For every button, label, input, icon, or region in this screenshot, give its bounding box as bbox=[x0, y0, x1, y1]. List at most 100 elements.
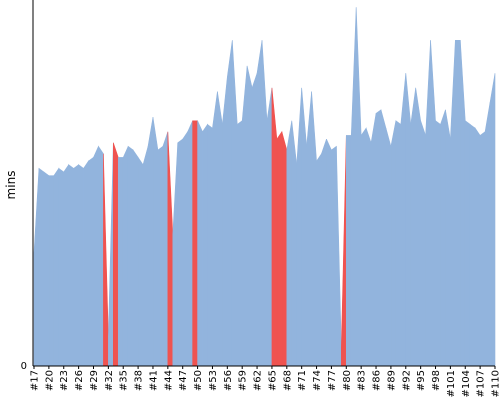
area-segment-flagged bbox=[167, 131, 174, 367]
area-segment bbox=[182, 130, 188, 367]
y-axis-label: mins bbox=[4, 171, 18, 200]
area-segment bbox=[88, 156, 94, 367]
area-segment bbox=[365, 128, 372, 367]
area-segment bbox=[296, 87, 302, 367]
area-segment-flagged bbox=[276, 130, 283, 367]
area-segment bbox=[93, 146, 99, 367]
x-tick-label: #101 bbox=[446, 370, 457, 397]
area-segment bbox=[331, 145, 337, 367]
area-segment bbox=[291, 120, 298, 367]
x-tick-label: #53 bbox=[208, 370, 219, 391]
area-segment bbox=[450, 40, 456, 367]
area-segment bbox=[484, 102, 491, 367]
area-segment bbox=[385, 128, 392, 367]
area-segment bbox=[375, 109, 382, 367]
area-segment bbox=[172, 142, 179, 367]
area-segment-flagged bbox=[281, 131, 288, 367]
area-segment bbox=[251, 73, 258, 367]
x-tick-label: #29 bbox=[89, 370, 100, 391]
x-tick-label: #83 bbox=[357, 370, 368, 391]
area-segment bbox=[202, 123, 208, 367]
area-segment bbox=[420, 120, 426, 367]
area-segment bbox=[370, 113, 377, 367]
area-segment bbox=[207, 123, 213, 367]
area-segment bbox=[410, 87, 416, 367]
area-segment bbox=[469, 123, 476, 367]
area-segment bbox=[108, 142, 114, 367]
x-tick-label: #26 bbox=[74, 370, 85, 391]
area-segment bbox=[415, 87, 421, 367]
area-segment bbox=[241, 65, 248, 367]
x-tick-label: #80 bbox=[342, 370, 353, 391]
x-tick-label: #35 bbox=[119, 370, 130, 391]
area-segment bbox=[98, 145, 104, 367]
area-segment-flagged bbox=[113, 142, 119, 367]
area-segment bbox=[38, 167, 45, 367]
x-tick-label: #50 bbox=[193, 370, 204, 391]
area-segment bbox=[187, 120, 193, 367]
x-tick-label: #59 bbox=[238, 370, 249, 391]
area-segment bbox=[390, 120, 397, 367]
x-tick-label: #110 bbox=[491, 370, 500, 397]
area-segment bbox=[48, 175, 55, 367]
area-segment-flagged bbox=[341, 135, 347, 367]
area-segment bbox=[127, 145, 134, 367]
x-tick-label: #41 bbox=[148, 370, 159, 391]
area-segment bbox=[83, 160, 89, 367]
area-segment bbox=[455, 39, 461, 367]
area-segment bbox=[256, 40, 263, 367]
area-segment bbox=[137, 156, 144, 367]
x-tick-label: #86 bbox=[372, 370, 383, 391]
area-segment bbox=[246, 65, 253, 367]
area-segment bbox=[321, 138, 327, 367]
area-segment bbox=[350, 7, 357, 367]
area-segment bbox=[197, 120, 203, 367]
y-tick-label-0: 0 bbox=[21, 361, 27, 372]
x-tick-label: #62 bbox=[253, 370, 264, 391]
area-segment-flagged bbox=[103, 153, 109, 367]
area-segment bbox=[474, 127, 481, 367]
x-tick-label: #23 bbox=[59, 370, 70, 391]
area-segment bbox=[445, 109, 451, 367]
area-segment bbox=[53, 167, 60, 367]
area-segment bbox=[132, 149, 139, 367]
area-segment bbox=[152, 117, 159, 367]
x-tick-label: #68 bbox=[282, 370, 293, 391]
area-segment bbox=[43, 171, 50, 367]
area-segment bbox=[301, 87, 307, 367]
area-segment bbox=[142, 146, 149, 367]
x-tick-label: #44 bbox=[163, 370, 174, 391]
x-tick-label: #92 bbox=[401, 370, 412, 391]
area-segment bbox=[147, 117, 154, 367]
x-tick-labels: #17 #20 #23 #26 #29 #32 #35 #38 #41 #44 #47 #50 #53 #… bbox=[30, 366, 500, 397]
area-segment bbox=[33, 168, 40, 367]
x-tick-label: #107 bbox=[476, 370, 487, 397]
area-segment bbox=[231, 40, 238, 367]
area-segment bbox=[117, 157, 124, 367]
x-tick-label: #98 bbox=[431, 370, 442, 391]
area-segment bbox=[345, 135, 352, 367]
area-segment bbox=[360, 127, 367, 367]
x-tick-label: #32 bbox=[104, 370, 115, 391]
area-segment bbox=[122, 146, 129, 367]
area-segment-flagged bbox=[271, 87, 278, 367]
area-segment bbox=[405, 73, 412, 367]
x-tick-label: #71 bbox=[297, 370, 308, 391]
area-segment bbox=[395, 120, 402, 367]
area-segment bbox=[459, 40, 466, 367]
area-segment bbox=[177, 138, 184, 367]
x-tick-label: #95 bbox=[416, 370, 427, 391]
area-segment bbox=[489, 73, 496, 367]
x-tick-label: #89 bbox=[386, 370, 397, 391]
area-segment bbox=[306, 91, 312, 367]
area-segment bbox=[464, 120, 471, 367]
area-segment bbox=[326, 138, 332, 367]
area-segment bbox=[73, 164, 79, 367]
area-segment bbox=[157, 145, 164, 367]
area-segment bbox=[286, 120, 293, 367]
area-segment bbox=[440, 109, 446, 367]
x-tick-label: #38 bbox=[134, 370, 145, 391]
area-segment bbox=[316, 152, 322, 367]
area-segment bbox=[217, 91, 223, 367]
